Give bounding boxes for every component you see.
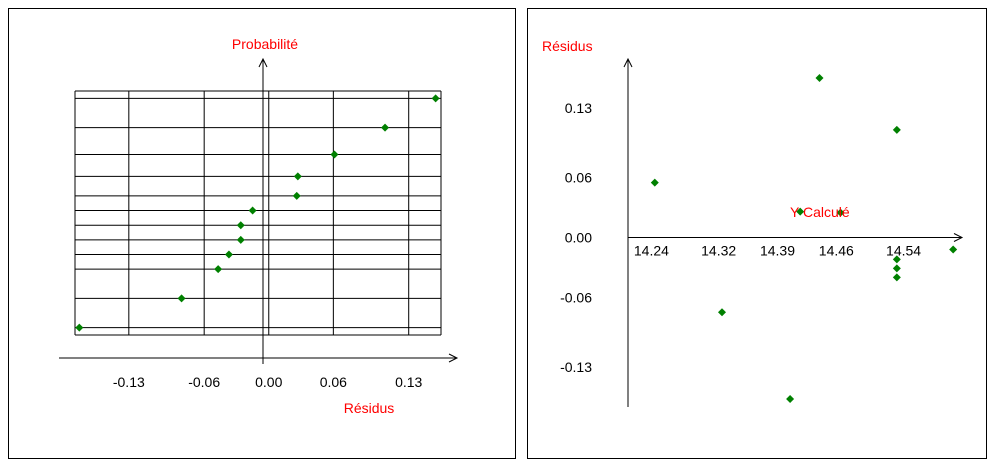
x-tick-label: 0.13 [395, 374, 422, 390]
x-tick-label: -0.06 [188, 374, 220, 390]
data-point [836, 208, 845, 217]
x-tick-label: 0.00 [255, 374, 282, 390]
x-tick-label: 14.46 [819, 243, 854, 259]
data-point [292, 191, 301, 200]
x-tick-label: 0.06 [320, 374, 347, 390]
data-point [224, 250, 233, 259]
x-tick-labels: 14.24 14.32 14.39 14.46 14.54 [634, 243, 921, 259]
data-point [214, 265, 223, 274]
data-point [892, 255, 901, 264]
x-tick-labels: -0.13 -0.06 0.00 0.06 0.13 [113, 374, 423, 390]
x-axis-label: Résidus [344, 400, 395, 416]
data-point [236, 221, 245, 230]
axes [623, 57, 964, 407]
y-axis-label: Résidus [542, 38, 593, 54]
data-point [293, 172, 302, 181]
data-point [786, 395, 795, 404]
y-tick-label: 0.13 [565, 100, 592, 116]
data-point [796, 207, 805, 216]
y-axis-arrow [623, 57, 633, 68]
data-point [236, 235, 245, 244]
y-axis-arrow [258, 57, 268, 68]
x-tick-label: 14.32 [701, 243, 736, 259]
data-point [815, 73, 824, 82]
data-point [75, 323, 84, 332]
residuals-vs-fitted-plot: 14.24 14.32 14.39 14.46 14.54 0.13 0.06 0.00 -0… [542, 38, 964, 407]
chart-panel-normal-probability: -0.13 -0.06 0.00 0.06 0.13 Probabilité Résid… [8, 8, 516, 459]
grid [74, 90, 442, 336]
normal-probability-plot: -0.13 -0.06 0.00 0.06 0.13 Probabilité Résid… [59, 36, 459, 416]
data-point [892, 273, 901, 282]
data-points [650, 73, 958, 404]
x-tick-label: 14.24 [634, 243, 669, 259]
x-tick-label: 14.54 [886, 243, 921, 259]
data-point [949, 245, 958, 254]
x-tick-label: -0.13 [113, 374, 145, 390]
data-point [381, 123, 390, 132]
data-point [892, 125, 901, 134]
y-axis-label: Probabilité [232, 36, 298, 52]
data-point [892, 264, 901, 273]
x-axis-arrow [953, 233, 964, 242]
chart-panel-residuals-vs-fitted: 14.24 14.32 14.39 14.46 14.54 0.13 0.06 0.00 -0… [527, 8, 987, 459]
x-axis-arrow [448, 353, 459, 363]
data-point [248, 206, 257, 215]
y-tick-label: 0.06 [565, 170, 592, 186]
y-tick-label: -0.13 [560, 359, 592, 375]
x-tick-label: 14.39 [760, 243, 795, 259]
x-axis-label: Y Calculé [790, 204, 850, 220]
data-point [330, 150, 339, 159]
data-point [650, 178, 659, 187]
axes [59, 57, 459, 364]
data-point [431, 94, 440, 103]
data-point [177, 294, 186, 303]
data-point [718, 308, 727, 317]
y-tick-labels: 0.13 0.06 0.00 -0.06 -0.13 [560, 100, 592, 375]
y-tick-label: 0.00 [565, 230, 592, 246]
data-points [75, 94, 440, 332]
y-tick-label: -0.06 [560, 289, 592, 305]
